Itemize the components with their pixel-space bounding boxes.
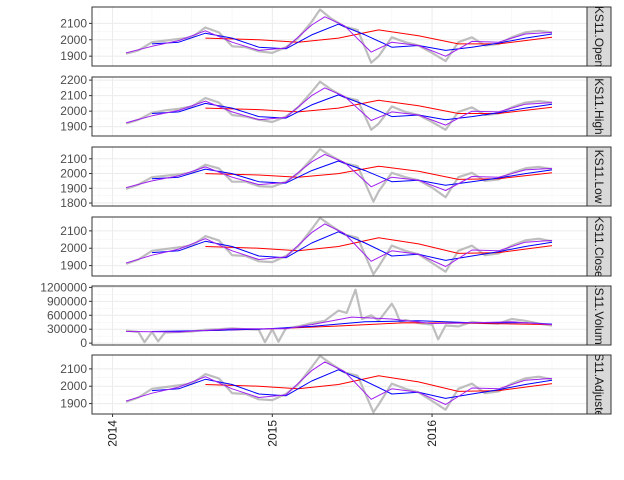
y-tick-label: 1900	[60, 181, 87, 195]
y-tick-label: 2000	[60, 167, 87, 181]
y-tick-label: 2100	[60, 224, 87, 238]
series-line-short-ma	[125, 361, 553, 405]
y-tick-label: 2100	[60, 362, 87, 376]
facet-strip-label-group: KS11.Volume	[592, 280, 606, 352]
y-tick-label: 1200000	[40, 280, 87, 294]
facet-strip-label-group: KS11.Open	[592, 6, 606, 67]
facet-strip	[586, 354, 612, 415]
x-tick-label: 2016	[425, 420, 439, 447]
facet-strip	[586, 216, 612, 277]
facet-strip	[586, 285, 612, 346]
facet-strip	[586, 146, 612, 207]
panel-background	[92, 77, 587, 136]
facet-strip-label: KS11.Close	[592, 215, 606, 278]
y-tick-label: 2100	[60, 152, 87, 166]
series-line-short-ma	[126, 316, 553, 333]
y-tick-label: 900000	[47, 294, 87, 308]
y-tick-label: 300000	[47, 322, 87, 336]
facet-strip-label-group: KS11.Adjusted	[592, 345, 606, 424]
y-tick-label: 1900	[60, 397, 87, 411]
series-line-long-ma	[205, 29, 553, 45]
series-line-long-ma	[205, 237, 553, 254]
y-tick-label: 0	[80, 336, 87, 350]
facet-strip-label-group: KS11.Close	[592, 215, 606, 278]
series-line-short-ma	[125, 87, 553, 126]
series-line-medium-ma	[151, 320, 553, 332]
series-line-long-ma	[205, 165, 553, 180]
facet-strip-label: KS11.High	[592, 78, 606, 134]
panel-5: 1900 2000 2100 KS11.Adjusted	[60, 345, 612, 424]
x-tick-label: 2014	[106, 420, 120, 447]
facet-strip-label: KS11.Volume	[592, 280, 606, 352]
series-line-medium-ma	[151, 369, 553, 399]
y-tick-label: 2000	[60, 104, 87, 118]
y-tick-label: 2100	[60, 89, 87, 103]
series-line-short-ma	[125, 16, 553, 57]
facet-strip	[586, 76, 612, 137]
y-tick-label: 2000	[60, 33, 87, 47]
y-tick-label: 2200	[60, 73, 87, 87]
series-line-long-ma	[205, 375, 553, 392]
facet-strip-label-group: KS11.High	[592, 78, 606, 134]
facet-strip-label: KS11.Low	[592, 150, 606, 204]
series-line-medium-ma	[151, 23, 553, 51]
y-tick-label: 2000	[60, 241, 87, 255]
y-tick-label: 2100	[60, 16, 87, 30]
series-line-short-ma	[125, 223, 553, 267]
panel-3: 1900 2000 2100 KS11.Close	[60, 215, 612, 278]
facet-strip-label-group: KS11.Low	[592, 150, 606, 204]
series-line-medium-ma	[151, 94, 553, 121]
series-line-long-ma	[205, 99, 553, 114]
facet-strip-label: KS11.Adjusted	[592, 345, 606, 424]
series-line-medium-ma	[151, 160, 553, 186]
facet-strip	[586, 6, 612, 67]
y-tick-label: 1900	[60, 120, 87, 134]
panel-0: 1900 2000 2100 KS11.Open	[60, 6, 612, 67]
facet-strip-label: KS11.Open	[592, 6, 606, 67]
y-tick-label: 2000	[60, 379, 87, 393]
y-tick-label: 600000	[47, 308, 87, 322]
y-tick-label: 1800	[60, 196, 87, 210]
series-line-medium-ma	[151, 231, 553, 261]
x-tick-label: 2015	[265, 420, 279, 447]
y-tick-label: 1900	[60, 259, 87, 273]
y-tick-label: 1900	[60, 49, 87, 63]
series-line-short-ma	[125, 153, 553, 191]
